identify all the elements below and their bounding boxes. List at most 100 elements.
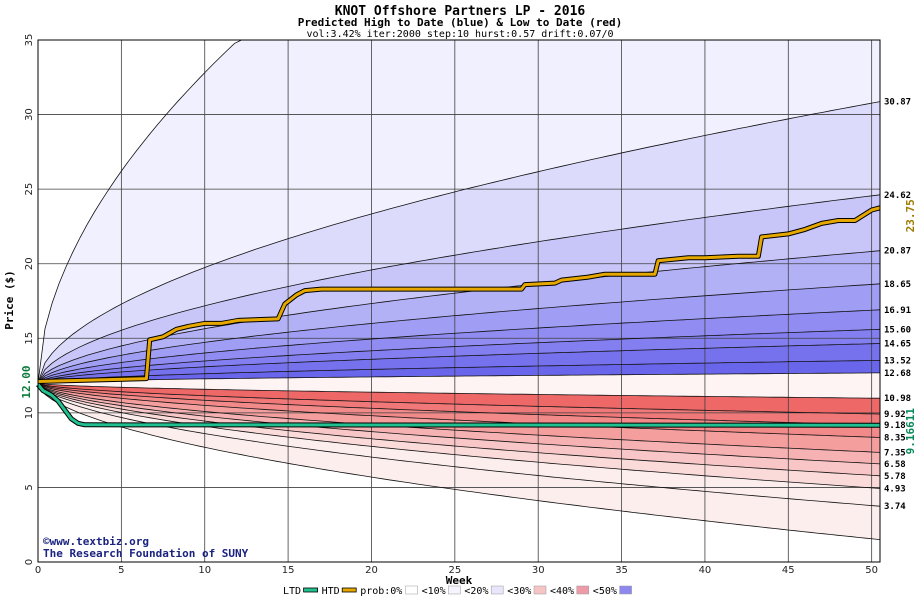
legend-label: <40% [550, 586, 574, 597]
boundary-curve [37, 283, 881, 384]
center-band [38, 372, 880, 399]
y-axis-label: Price ($) [3, 270, 16, 330]
credit-foundation: The Research Foundation of SUNY [43, 547, 249, 560]
x-tick-label: 20 [365, 565, 378, 576]
right-value-label: 9.18 [884, 421, 906, 431]
boundary-curve [37, 382, 881, 465]
x-tick-label: 25 [448, 565, 461, 576]
credit-website: ©www.textbiz.org [43, 535, 149, 548]
boundary-curve [37, 194, 881, 384]
boundary-curve [37, 382, 881, 438]
x-tick-label: 0 [35, 565, 41, 576]
boundary-curve [37, 309, 881, 384]
legend-swatch [576, 585, 590, 595]
legend-label: <10% [422, 586, 446, 597]
chart-title: KNOT Offshore Partners LP - 2016 [335, 4, 586, 19]
high-band [38, 360, 880, 384]
y-tick-label: 30 [24, 108, 35, 121]
right-value-label: 3.74 [884, 502, 906, 512]
x-tick-label: 45 [782, 565, 795, 576]
legend-swatch [341, 587, 357, 593]
right-value-label: 15.60 [884, 325, 911, 335]
low-band [38, 383, 880, 507]
low-band [38, 383, 880, 426]
x-tick-label: 10 [198, 565, 211, 576]
right-value-label: 9.92 [884, 410, 906, 420]
x-tick-label: 30 [532, 565, 545, 576]
high-band [38, 283, 880, 384]
boundary-curve [37, 382, 881, 540]
right-value-label: 14.65 [884, 340, 911, 350]
low-band [38, 383, 880, 453]
y-tick-label: 15 [24, 332, 35, 345]
right-value-label: 18.65 [884, 280, 911, 290]
boundary-curve [37, 382, 881, 415]
ltd-line [36, 383, 881, 427]
boundary-curve [37, 360, 881, 384]
legend-swatch [619, 585, 632, 595]
legend-label: HTD [322, 586, 340, 597]
legend-swatch [533, 585, 547, 595]
boundary-curve [37, 372, 880, 384]
y-tick-labels: 0 5 10 15 20 25 30 35 [24, 34, 35, 566]
htd-end-label: 23.75 [904, 199, 917, 232]
legend-label: <20% [464, 586, 488, 597]
boundary-curve [37, 343, 881, 384]
low-band [38, 383, 880, 489]
legend-label: <30% [507, 586, 531, 597]
legend-label: prob:0% [360, 586, 402, 597]
high-band [38, 40, 880, 384]
right-value-label: 7.35 [884, 448, 906, 458]
boundary-curves [37, 39, 881, 540]
boundary-curve [37, 328, 881, 384]
right-value-label: 30.87 [884, 98, 911, 108]
series-paths [36, 205, 881, 428]
chart-subtitle: Predicted High to Date (blue) & Low to D… [298, 16, 623, 29]
high-band [38, 343, 880, 384]
low-band [38, 383, 880, 476]
y-tick-label: 5 [24, 484, 35, 490]
right-value-label: 6.58 [884, 460, 906, 470]
right-value-labels: 30.87 24.62 20.87 18.65 16.91 15.60 14.65 13.52… [884, 98, 911, 513]
right-value-label: 24.62 [884, 191, 911, 201]
low-band [38, 383, 880, 540]
y-tick-label: 35 [24, 34, 35, 47]
high-band [38, 329, 880, 384]
legend-swatch [303, 587, 319, 593]
x-axis-label: Week [446, 574, 473, 587]
legend-swatch [490, 585, 504, 595]
htd-line [37, 206, 881, 383]
right-value-label: 16.91 [884, 306, 911, 316]
high-band [38, 309, 880, 384]
right-value-label: 10.98 [884, 394, 911, 404]
y-tick-label: 20 [24, 257, 35, 270]
right-value-label: 4.93 [884, 484, 906, 494]
y-tick-label: 25 [24, 183, 35, 196]
ltd-end-label: 9.16611 [904, 408, 917, 455]
right-value-label: 13.52 [884, 356, 911, 366]
x-tick-label: 5 [118, 565, 124, 576]
start-price-label: 12.00 [20, 365, 33, 398]
x-tick-label: 35 [615, 565, 628, 576]
legend-swatch [405, 585, 418, 595]
chart-params: vol:3.42% iter:2000 step:10 hurst:0.57 d… [306, 29, 613, 40]
x-tick-label: 40 [699, 565, 712, 576]
plot-frame [37, 39, 881, 563]
right-value-label: 5.78 [884, 472, 906, 482]
right-value-label: 20.87 [884, 247, 911, 257]
right-value-label: 12.68 [884, 369, 911, 379]
boundary-curve [37, 382, 881, 453]
x-tick-labels: 0 5 10 15 20 25 30 35 40 45 50 [35, 565, 878, 576]
y-tick-label: 10 [24, 406, 35, 419]
legend-label: LTD [283, 586, 301, 597]
boundary-curve [37, 101, 881, 384]
boundary-curve [37, 382, 881, 477]
boundary-curve [37, 250, 881, 384]
high-band [38, 101, 880, 384]
legend: LTD HTD prob:0% <10% <20% <30% <40% <50% [283, 585, 632, 597]
low-band [38, 383, 880, 464]
boundary-curve [37, 382, 881, 507]
right-value-label: 8.35 [884, 433, 906, 443]
x-tick-label: 15 [282, 565, 295, 576]
